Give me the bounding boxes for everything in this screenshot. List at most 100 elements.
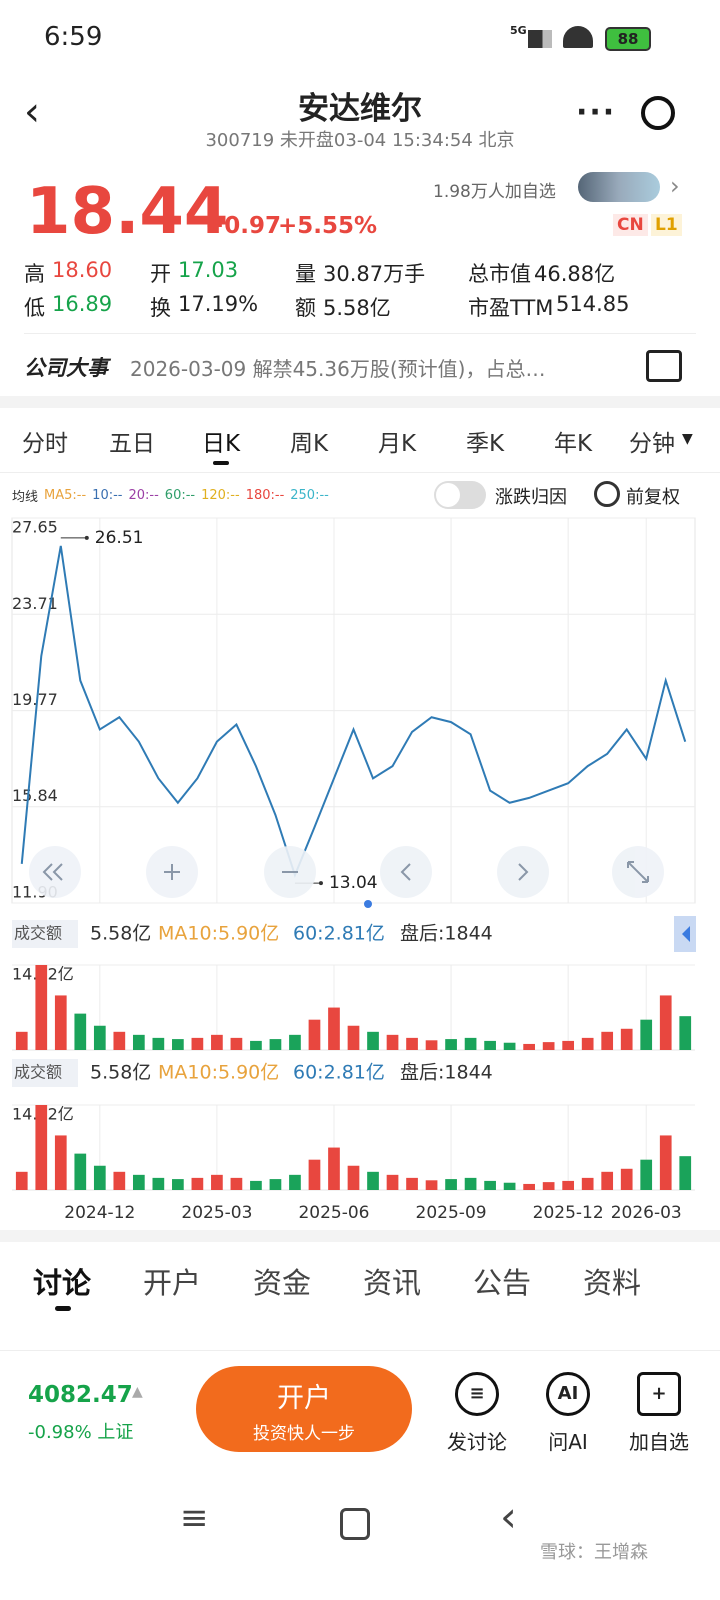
volume-ma10: MA10:5.90亿	[158, 1062, 279, 1084]
y-tick-label: 23.71	[12, 594, 58, 613]
content-tab[interactable]: 资讯	[362, 1266, 422, 1300]
volume-bar	[562, 1180, 575, 1190]
search-button[interactable]	[641, 96, 675, 130]
volume-bar	[308, 1159, 321, 1190]
volume-bar	[347, 1165, 360, 1190]
price-change-pct: +5.55%	[278, 213, 378, 239]
calendar-icon[interactable]	[646, 350, 682, 382]
action-label: 发讨论	[447, 1430, 507, 1454]
volume-bar	[620, 1028, 633, 1050]
content-tab[interactable]: 公告	[472, 1266, 532, 1300]
action-label: 加自选	[629, 1430, 689, 1454]
extreme-dot	[318, 881, 323, 886]
volume-bar	[15, 1031, 28, 1050]
price-change: +0.97	[205, 213, 282, 239]
volume-bar	[386, 1174, 399, 1190]
cta-button[interactable]: 开户 投资快人一步	[196, 1366, 412, 1452]
volume-bar	[581, 1177, 594, 1190]
toggle[interactable]	[434, 481, 486, 509]
stat-value: 17.19%	[178, 292, 259, 316]
action-button[interactable]: AI 问AI	[523, 1372, 613, 1455]
settings-icon[interactable]	[594, 481, 620, 507]
period-tab[interactable]: 日K	[201, 431, 241, 457]
after-hours: 盘后:1844	[400, 923, 493, 945]
volume-ma60: 60:2.81亿	[293, 1062, 385, 1084]
nav-back[interactable]: ‹	[500, 1492, 517, 1541]
period-tab[interactable]: 分时	[22, 431, 68, 457]
stat-value: 18.60	[52, 258, 113, 282]
volume-bar	[406, 1177, 418, 1190]
volume-bar	[54, 995, 67, 1050]
control-button[interactable]	[497, 846, 549, 898]
nav-home[interactable]	[340, 1508, 370, 1540]
action-icon: +	[637, 1372, 681, 1416]
volume-bar	[659, 995, 672, 1050]
volume-bar	[406, 1037, 418, 1050]
volume-bar	[542, 1042, 555, 1050]
volume-bar	[679, 1156, 692, 1190]
content-tab[interactable]: 资料	[582, 1266, 642, 1300]
x-tick-label: 2025-06	[298, 1203, 369, 1223]
toggle-label: 涨跌归因	[495, 487, 567, 508]
cta-subtitle: 投资快人一步	[253, 1424, 355, 1444]
volume-bar	[191, 1177, 204, 1190]
stock-title: 安达维尔	[298, 91, 422, 127]
more-button[interactable]: ···	[576, 95, 617, 130]
adjust-label[interactable]: 前复权	[626, 487, 680, 508]
action-button[interactable]: + 加自选	[614, 1372, 704, 1455]
tab-indicator	[55, 1306, 71, 1311]
control-button[interactable]	[380, 846, 432, 898]
ma-legend-item: 60:--	[164, 488, 196, 503]
content-tab[interactable]: 讨论	[32, 1266, 92, 1300]
followers[interactable]: 1.98万人加自选	[433, 182, 556, 202]
extreme-label: 26.51	[95, 528, 144, 548]
volume-bar	[328, 1007, 340, 1050]
cta-title: 开户	[277, 1383, 331, 1414]
volume-header-bg	[12, 1059, 78, 1087]
price: 18.44	[26, 175, 229, 249]
volume-bar	[152, 1177, 165, 1190]
volume-bar	[269, 1039, 282, 1050]
stat-label: 开	[150, 262, 171, 286]
period-tab[interactable]: 年K	[553, 431, 593, 457]
current-dot	[364, 900, 372, 908]
stat-label: 量	[295, 262, 316, 286]
volume-bar	[484, 1180, 496, 1190]
followers-arrow[interactable]: ›	[670, 172, 680, 200]
volume-bar	[211, 1174, 223, 1190]
back-button[interactable]: ‹	[24, 89, 40, 135]
divider	[24, 333, 696, 334]
volume-bar	[620, 1168, 633, 1190]
action-button[interactable]: ≡ 发讨论	[432, 1372, 522, 1455]
x-tick-label: 2026-03	[611, 1203, 682, 1223]
volume-bar	[347, 1025, 360, 1050]
period-tab[interactable]: 月K	[377, 431, 417, 457]
period-tab[interactable]: 周K	[289, 431, 329, 457]
volume-bar	[386, 1034, 399, 1050]
index-change: -0.98% 上证	[28, 1422, 134, 1443]
volume-bar	[523, 1043, 535, 1050]
extreme-dot	[84, 535, 89, 540]
network: 5G	[510, 24, 527, 37]
volume-bar	[425, 1180, 438, 1190]
content-tab[interactable]: 开户	[142, 1266, 202, 1300]
period-tab[interactable]: 五日	[109, 431, 155, 457]
volume-bar	[250, 1040, 262, 1050]
period-tab[interactable]: 分钟	[629, 431, 675, 457]
badge: CN	[613, 214, 648, 236]
period-tab[interactable]: 季K	[465, 431, 505, 457]
volume-ma60: 60:2.81亿	[293, 923, 385, 945]
nav-menu[interactable]: ≡	[180, 1498, 209, 1538]
ma-legend-item: 250:--	[290, 488, 329, 503]
content-tab[interactable]: 资金	[252, 1266, 312, 1300]
stat-value: 514.85	[556, 292, 630, 316]
volume-bar	[191, 1037, 204, 1050]
action-icon: AI	[546, 1372, 590, 1416]
event-text[interactable]: 2026-03-09 解禁45.36万股(预计值)，占总…	[130, 357, 546, 381]
volume-bar	[464, 1037, 477, 1050]
volume-bar	[445, 1179, 457, 1190]
ma-legend-item: 120:--	[201, 488, 240, 503]
volume-bar	[581, 1037, 594, 1050]
volume-bar	[230, 1037, 243, 1050]
